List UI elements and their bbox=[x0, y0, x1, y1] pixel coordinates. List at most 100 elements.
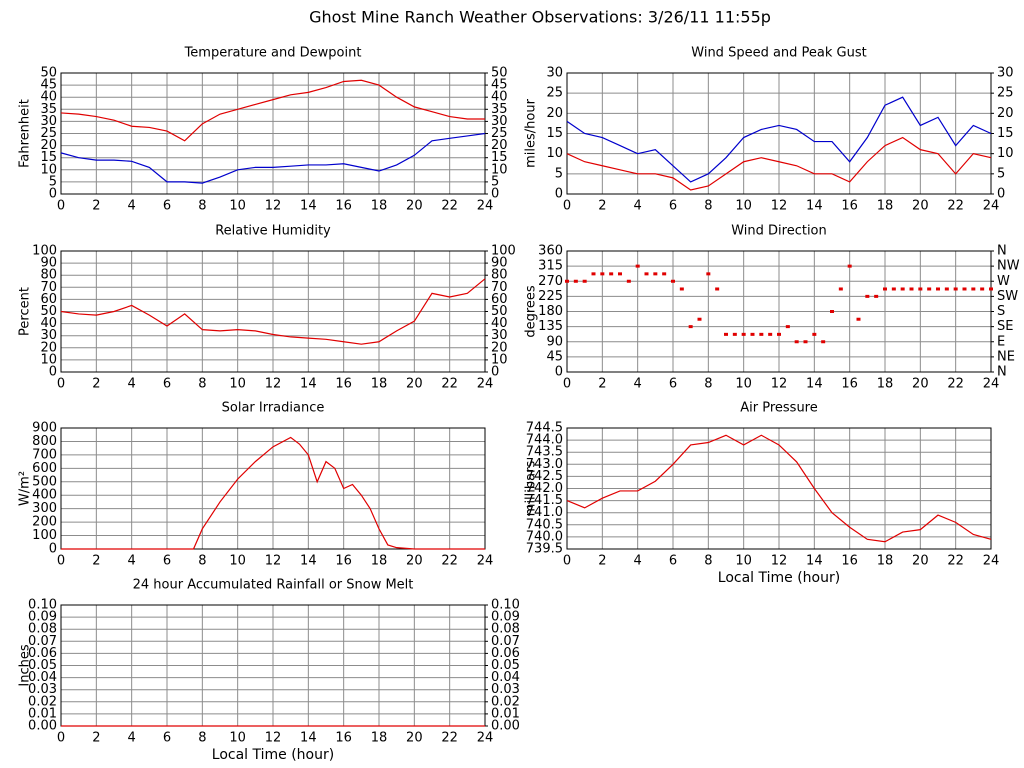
x-tick-label: 10 bbox=[229, 377, 246, 392]
data-line bbox=[566, 434, 992, 543]
data-point bbox=[688, 325, 693, 329]
y-tick-label: 0.05 bbox=[28, 658, 57, 673]
x-tick-label: 22 bbox=[441, 554, 458, 569]
data-point bbox=[971, 287, 976, 291]
y-tick-label: 70 bbox=[40, 280, 57, 295]
x-tick-label: 4 bbox=[128, 377, 136, 392]
y-tick-label: 300 bbox=[32, 501, 57, 516]
y-tick-label: 0 bbox=[555, 365, 563, 380]
y-tick-label: 90 bbox=[40, 256, 57, 271]
x-tick-label: 20 bbox=[912, 377, 929, 392]
x-tick-label: 24 bbox=[477, 199, 494, 214]
x-tick-label: 18 bbox=[877, 377, 894, 392]
x-tick-label: 18 bbox=[371, 731, 388, 746]
data-line bbox=[566, 96, 992, 183]
y-tick-label: 10 bbox=[546, 146, 563, 161]
y2-tick-label: W bbox=[997, 274, 1010, 289]
y-tick-label: 15 bbox=[546, 126, 563, 141]
y-tick-label: 0.10 bbox=[28, 598, 57, 613]
x-tick-label: 24 bbox=[983, 199, 1000, 214]
x-tick-label: 20 bbox=[406, 554, 423, 569]
x-tick-label: 20 bbox=[406, 377, 423, 392]
y2-tick-label: N bbox=[997, 365, 1007, 380]
y-tick-label: 200 bbox=[32, 515, 57, 530]
data-point bbox=[697, 317, 702, 321]
y2-tick-label: 35 bbox=[491, 102, 508, 117]
y-axis-label: Inches bbox=[18, 644, 33, 686]
x-tick-label: 20 bbox=[406, 731, 423, 746]
y-tick-label: 740.5 bbox=[526, 517, 563, 532]
x-tick-label: 24 bbox=[477, 377, 494, 392]
y2-tick-label: 15 bbox=[491, 150, 508, 165]
y-tick-label: 400 bbox=[32, 488, 57, 503]
y-tick-label: 0 bbox=[555, 187, 563, 202]
y-tick-label: 100 bbox=[32, 528, 57, 543]
x-tick-label: 10 bbox=[229, 554, 246, 569]
x-tick-label: 12 bbox=[265, 199, 282, 214]
x-tick-label: 0 bbox=[563, 377, 571, 392]
y2-tick-label: 0 bbox=[997, 187, 1005, 202]
data-point bbox=[927, 287, 932, 291]
data-point bbox=[777, 332, 781, 336]
y-tick-label: 50 bbox=[40, 304, 57, 319]
y2-tick-label: S bbox=[997, 304, 1005, 319]
data-point bbox=[671, 279, 675, 283]
x-tick-label: 2 bbox=[92, 554, 100, 569]
y-tick-label: 0.03 bbox=[28, 682, 57, 697]
y2-tick-label: 0.00 bbox=[491, 719, 520, 734]
chart-title: Air Pressure bbox=[740, 401, 818, 416]
data-point bbox=[565, 279, 569, 283]
y2-tick-label: 5 bbox=[997, 166, 1005, 181]
y-axis-label: Percent bbox=[18, 287, 33, 336]
y2-tick-label: E bbox=[997, 334, 1005, 349]
x-tick-label: 22 bbox=[947, 377, 964, 392]
x-tick-label: 14 bbox=[806, 377, 823, 392]
data-point bbox=[653, 272, 658, 276]
y2-tick-label: 60 bbox=[491, 292, 508, 307]
data-point bbox=[883, 287, 887, 291]
y2-tick-label: 0.07 bbox=[491, 634, 520, 649]
data-point bbox=[591, 272, 596, 276]
data-point bbox=[812, 332, 817, 336]
data-point bbox=[609, 272, 614, 276]
data-point bbox=[750, 332, 755, 336]
x-tick-label: 8 bbox=[198, 554, 206, 569]
y-tick-label: 741.5 bbox=[526, 493, 563, 508]
x-tick-label: 12 bbox=[265, 731, 282, 746]
data-point bbox=[874, 294, 879, 298]
y-tick-label: 0 bbox=[49, 187, 57, 202]
y2-tick-label: 30 bbox=[997, 66, 1014, 81]
data-point bbox=[644, 272, 649, 276]
x-tick-label: 18 bbox=[371, 199, 388, 214]
data-point bbox=[732, 332, 737, 336]
y2-tick-label: 100 bbox=[491, 244, 516, 259]
chart-title: Wind Speed and Peak Gust bbox=[691, 46, 866, 61]
data-point bbox=[706, 272, 711, 276]
x-axis-label: Local Time (hour) bbox=[212, 747, 334, 763]
y2-tick-label: 25 bbox=[491, 126, 508, 141]
x-tick-label: 22 bbox=[947, 199, 964, 214]
y-tick-label: 30 bbox=[546, 66, 563, 81]
x-tick-label: 24 bbox=[983, 554, 1000, 569]
x-tick-label: 8 bbox=[704, 554, 712, 569]
y-tick-label: 500 bbox=[32, 474, 57, 489]
x-tick-label: 18 bbox=[371, 377, 388, 392]
y-tick-label: 5 bbox=[555, 166, 563, 181]
data-point bbox=[847, 264, 852, 268]
y2-tick-label: 45 bbox=[491, 78, 508, 93]
y-tick-label: 20 bbox=[546, 106, 563, 121]
data-point bbox=[635, 264, 640, 268]
x-tick-label: 14 bbox=[806, 199, 823, 214]
x-tick-label: 20 bbox=[406, 199, 423, 214]
y-tick-label: 20 bbox=[40, 340, 57, 355]
x-tick-label: 2 bbox=[92, 377, 100, 392]
y-tick-label: 742.0 bbox=[526, 481, 563, 496]
x-tick-label: 20 bbox=[912, 199, 929, 214]
x-tick-label: 12 bbox=[771, 377, 788, 392]
y2-tick-label: NW bbox=[997, 259, 1020, 274]
y-tick-label: 15 bbox=[40, 150, 57, 165]
data-point bbox=[962, 287, 967, 291]
y-tick-label: 10 bbox=[40, 352, 57, 367]
y2-tick-label: 10 bbox=[491, 162, 508, 177]
